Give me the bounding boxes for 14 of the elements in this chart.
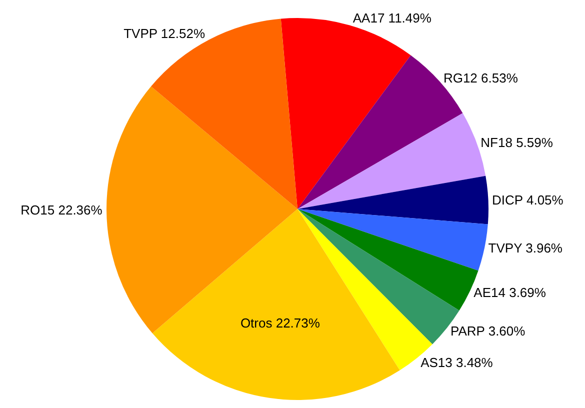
slice-label: AA17 11.49%	[352, 10, 432, 26]
slice-label: RO15 22.36%	[20, 202, 103, 218]
slice-label: TVPP 12.52%	[124, 26, 206, 42]
slice-label: AS13 3.48%	[420, 355, 494, 370]
pie-slice	[298, 209, 488, 271]
slice-label: AE14 3.69%	[474, 285, 546, 300]
slice-label: RG12 6.53%	[443, 70, 518, 86]
slice-label: DICP 4.05%	[492, 192, 564, 208]
pie-slice	[152, 209, 400, 400]
pie-slice	[298, 176, 488, 224]
slice-label: PARP 3.60%	[450, 324, 526, 339]
slice-label: TVPY 3.96%	[488, 240, 563, 256]
slice-label: Otros 22.73%	[240, 316, 320, 331]
slice-label: NF18 5.59%	[480, 135, 554, 150]
